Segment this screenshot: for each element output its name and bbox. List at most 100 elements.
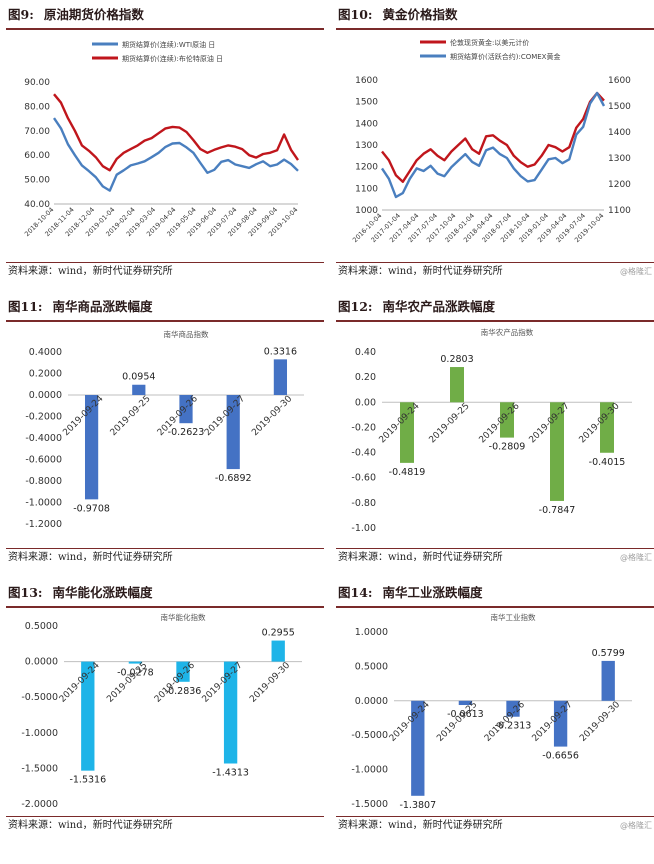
y-tick-label: 0.00: [355, 397, 376, 408]
y-tick-label: 1100: [355, 184, 378, 194]
y-tick-label: 40.00: [24, 200, 50, 210]
y-tick-label: -1.2000: [25, 519, 62, 530]
y-tick-label: 0.0000: [25, 657, 58, 668]
bar: [223, 661, 238, 764]
source-note: 资料来源：wind，新时代证券研究所 @格隆汇: [336, 262, 654, 281]
y-tick-label: 1600: [355, 76, 378, 86]
figure-number: 图14:: [338, 585, 373, 600]
y-right-tick-label: 1300: [608, 154, 631, 164]
data-label: 0.3316: [264, 346, 297, 357]
y-tick-label: 1000: [355, 206, 378, 216]
data-label: -1.5316: [69, 775, 106, 786]
data-label: 0.2955: [262, 628, 295, 639]
series-line: [381, 91, 606, 199]
y-tick-label: -0.4000: [25, 433, 62, 444]
y-tick-label: -1.0000: [25, 498, 62, 509]
y-tick-label: -0.60: [351, 473, 376, 484]
y-right-tick-label: 1400: [608, 128, 631, 138]
data-label: 0.2803: [440, 354, 473, 365]
legend-label: 期货结算价(连续):WTI原油 日: [122, 40, 215, 49]
y-tick-label: 90.00: [24, 78, 50, 88]
y-tick-label: 0.5000: [25, 621, 58, 632]
data-label: -0.2313: [495, 721, 532, 732]
figure-title: 图9: 原油期货价格指数: [6, 2, 324, 30]
figure-panel-13: 图13: 南华能化涨跌幅度 南华能化指数 0.5000 0.0000 -0.5000 -1…: [6, 580, 324, 864]
y-tick-label: -0.20: [351, 422, 376, 433]
figure-name: 南华工业涨跌幅度: [382, 585, 483, 600]
source-note: 资料来源：wind，新时代证券研究所 @格隆汇: [336, 816, 654, 835]
figure-title: 图11: 南华商品涨跌幅度: [6, 294, 324, 322]
y-tick-label: 0.40: [355, 347, 376, 358]
y-tick-label: -0.6000: [25, 455, 62, 466]
bar: [84, 395, 99, 500]
data-label: -0.2836: [165, 686, 202, 697]
figure-number: 图11:: [8, 299, 43, 314]
bar: [553, 700, 568, 747]
figure-panel-12: 图12: 南华农产品涨跌幅度 南华农产品指数 0.40 0.20 0.00 -0.20 -0…: [336, 294, 654, 578]
category-label: 2019-09-26: [478, 401, 522, 445]
source-text: 资料来源：wind，新时代证券研究所: [8, 266, 173, 277]
data-label: -0.2809: [489, 442, 526, 453]
y-tick-label: 1500: [355, 98, 378, 108]
data-label: -0.0613: [447, 709, 484, 720]
source-note: 资料来源：wind，新时代证券研究所: [6, 262, 324, 281]
y-tick-label: -0.8000: [25, 476, 62, 487]
watermark: @格隆汇: [620, 821, 652, 830]
y-right-tick-label: 1500: [608, 102, 631, 112]
figure-number: 图12:: [338, 299, 373, 314]
bar: [450, 367, 464, 403]
figure-panel-10: 图10: 黄金价格指数 伦敦现货黄金:以美元计价 期货结算价(活跃合约):COMEX…: [336, 2, 654, 286]
data-label: -0.7847: [539, 505, 576, 516]
watermark: @格隆汇: [620, 553, 652, 562]
figure-panel-14: 图14: 南华工业涨跌幅度 南华工业指数 1.0000 0.5000 0.0000 -0.…: [336, 580, 654, 864]
category-label: 2019-09-30: [578, 700, 622, 744]
category-label: 2019-09-24: [388, 700, 432, 744]
legend-label: 伦敦现货黄金:以美元计价: [450, 38, 529, 47]
bar: [271, 640, 285, 662]
category-label: 2019-09-30: [578, 401, 622, 445]
figure-name: 南华商品涨跌幅度: [52, 299, 153, 314]
source-note: 资料来源：wind，新时代证券研究所: [6, 816, 324, 835]
legend-label: 期货结算价(活跃合约):COMEX黄金: [450, 52, 560, 61]
y-tick-label: -0.5000: [351, 730, 388, 741]
source-note: 资料来源：wind，新时代证券研究所: [6, 548, 324, 567]
y-tick-label: -1.0000: [21, 728, 58, 739]
nanhua-agri-bar-chart: 南华农产品指数 0.40 0.20 0.00 -0.20 -0.40 -0.60 -0.80 -…: [351, 327, 632, 534]
category-label: 2019-09-24: [378, 401, 422, 445]
category-label: 2019-09-30: [250, 394, 294, 438]
y-tick-label: -2.0000: [21, 799, 58, 810]
chart-title: 南华能化指数: [161, 612, 206, 622]
y-tick-label: 80.00: [24, 102, 50, 112]
data-label: -0.2623: [168, 427, 205, 438]
source-note: 资料来源：wind，新时代证券研究所 @格隆汇: [336, 548, 654, 567]
y-tick-label: 1400: [355, 119, 378, 129]
data-label: 0.5799: [592, 648, 625, 659]
bar: [550, 402, 564, 501]
series-line: [53, 93, 299, 172]
y-tick-label: 0.0000: [29, 390, 62, 401]
watermark: @格隆汇: [620, 267, 652, 276]
figure-number: 图13:: [8, 585, 43, 600]
source-text: 资料来源：wind，新时代证券研究所: [338, 552, 503, 563]
legend-label: 期货结算价(连续):布伦特原油 日: [122, 54, 223, 63]
figure-title: 图14: 南华工业涨跌幅度: [336, 580, 654, 608]
y-tick-label: -0.40: [351, 448, 376, 459]
bar: [226, 395, 240, 470]
y-tick-label: 1200: [355, 163, 378, 173]
data-label: -0.0278: [117, 668, 154, 679]
y-right-tick-label: 1600: [608, 76, 631, 86]
figure-name: 黄金价格指数: [382, 7, 458, 22]
y-tick-label: -1.5000: [21, 763, 58, 774]
source-text: 资料来源：wind，新时代证券研究所: [338, 820, 503, 831]
category-label: 2019-09-25: [435, 700, 479, 744]
figure-name: 原油期货价格指数: [43, 7, 144, 22]
figure-name: 南华农产品涨跌幅度: [382, 299, 496, 314]
data-label: -0.9708: [73, 503, 110, 514]
bar: [411, 700, 425, 796]
data-label: 0.0954: [122, 372, 155, 383]
chart-title: 南华工业指数: [491, 612, 536, 622]
y-right-tick-label: 1200: [608, 180, 631, 190]
y-tick-label: -0.2000: [25, 412, 62, 423]
category-label: 2019-09-24: [58, 660, 102, 704]
